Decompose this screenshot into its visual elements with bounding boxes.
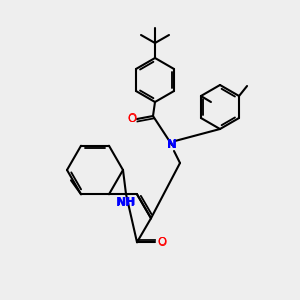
- Text: NH: NH: [117, 197, 135, 207]
- Text: N: N: [167, 140, 177, 150]
- Text: NH: NH: [116, 196, 136, 208]
- Text: O: O: [128, 114, 136, 124]
- Text: N: N: [167, 139, 177, 152]
- Text: O: O: [158, 236, 166, 249]
- Text: O: O: [128, 112, 136, 125]
- Text: O: O: [158, 237, 166, 247]
